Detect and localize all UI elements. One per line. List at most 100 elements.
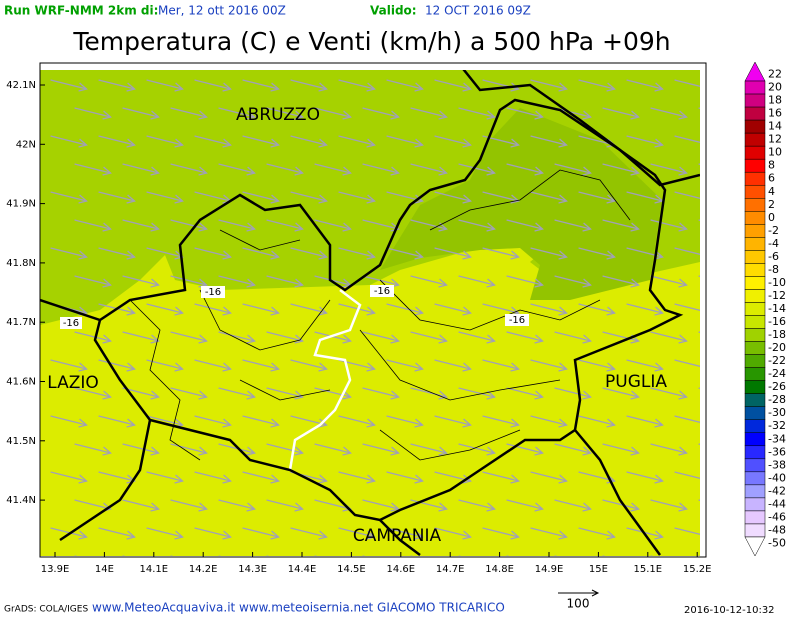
wind-arrow: [674, 191, 700, 200]
wind-arrow: [674, 527, 700, 536]
wind-arrow: [362, 219, 400, 232]
wind-arrow: [98, 415, 136, 428]
wind-arrow: [554, 163, 592, 176]
wind-arrow: [578, 415, 616, 428]
wind-arrow: [290, 247, 328, 260]
wind-arrow: [578, 191, 616, 204]
colorbar-label: -42: [768, 484, 786, 497]
wind-arrow: [266, 331, 304, 344]
wind-arrow: [578, 527, 616, 540]
lat-label: 42.1N: [6, 80, 36, 91]
wind-arrow: [578, 247, 616, 260]
colorbar-label: 8: [768, 159, 775, 172]
colorbar: 2220181614121086420-2-4-6-8-10-12-14-16-…: [744, 61, 786, 557]
wind-arrow: [50, 191, 88, 204]
wind-arrow: [218, 163, 256, 176]
wind-arrow: [458, 219, 496, 232]
wind-arrow: [74, 331, 112, 344]
wind-arrow: [290, 527, 328, 540]
colorbar-cell: [744, 497, 766, 512]
wind-arrow: [386, 359, 424, 372]
colorbar-label: -10: [768, 276, 786, 289]
colorbar-label: 14: [768, 120, 782, 133]
wind-arrow: [650, 331, 688, 344]
wind-arrow: [218, 275, 256, 288]
contour-label: -16: [509, 315, 525, 326]
colorbar-label: -38: [768, 458, 786, 471]
colorbar-cell: [744, 158, 766, 173]
wind-arrow: [242, 415, 280, 428]
wind-arrow: [482, 527, 520, 540]
wind-arrow: [626, 359, 664, 372]
wind-arrow: [170, 387, 208, 400]
wind-arrow: [242, 359, 280, 372]
lon-label: 14.1E: [140, 564, 169, 575]
wind-arrow: [458, 163, 496, 176]
colorbar-label: -16: [768, 315, 786, 328]
wind-arrow: [194, 415, 232, 428]
wind-arrow: [170, 499, 208, 512]
contour-label: -16: [374, 286, 390, 297]
wind-arrow: [386, 471, 424, 484]
wind-arrow: [674, 247, 700, 256]
colorbar-label: -12: [768, 289, 786, 302]
wind-arrow: [698, 163, 700, 166]
wind-arrow: [314, 219, 352, 232]
wind-arrow: [218, 443, 256, 456]
wind-arrow: [386, 303, 424, 316]
colorbar-label: 18: [768, 94, 782, 107]
wind-arrow: [122, 219, 160, 232]
wind-arrow: [50, 79, 88, 92]
colorbar-cell: [744, 80, 766, 95]
wind-arrow: [146, 135, 184, 148]
colorbar-cell: [744, 471, 766, 486]
wind-arrow: [338, 471, 376, 484]
colorbar-cell: [744, 445, 766, 460]
wind-arrow: [410, 331, 448, 344]
wind-arrow: [698, 107, 700, 110]
wind-arrow: [122, 275, 160, 288]
lon-label: 13.9E: [41, 564, 70, 575]
colorbar-cell: [744, 263, 766, 277]
wind-arrow: [698, 443, 700, 446]
lon-label: 14.6E: [387, 564, 416, 575]
wind-arrow: [698, 387, 700, 390]
wind-arrow: [74, 443, 112, 456]
wind-arrow: [674, 79, 700, 88]
valid-date: 12 OCT 2016 09Z: [425, 4, 531, 18]
colorbar-cell: [744, 393, 766, 407]
wind-arrow: [362, 443, 400, 456]
wind-arrow: [554, 387, 592, 400]
wind-arrow: [266, 275, 304, 288]
lon-label: 15.1E: [634, 564, 663, 575]
colorbar-cell: [744, 119, 766, 134]
colorbar-cell: [744, 132, 766, 147]
colorbar-cell: [744, 380, 766, 394]
lat-label: 41.5N: [6, 436, 36, 447]
colorbar-cell: [744, 302, 766, 316]
colorbar-label: -34: [768, 432, 786, 445]
colorbar-label: 10: [768, 146, 782, 159]
wind-arrow: [482, 247, 520, 260]
colorbar-label: -6: [768, 250, 779, 263]
wind-arrow: [434, 415, 472, 428]
wind-arrow: [362, 331, 400, 344]
lon-label: 15.2E: [683, 564, 712, 575]
wind-arrow: [74, 219, 112, 232]
scale-arrowhead: [591, 589, 600, 597]
wind-arrow: [482, 471, 520, 484]
wind-arrow: [338, 191, 376, 204]
wind-arrow: [650, 499, 688, 512]
colorbar-label: 0: [768, 211, 775, 224]
wind-arrow: [146, 471, 184, 484]
wind-arrow: [506, 107, 544, 120]
wind-arrow: [410, 163, 448, 176]
wind-arrow: [146, 303, 184, 316]
wind-arrow: [626, 415, 664, 428]
wind-arrow: [626, 79, 664, 92]
wind-arrow: [650, 219, 688, 232]
region-label: ABRUZZO: [236, 105, 320, 125]
wind-arrow: [602, 387, 640, 400]
wind-arrow: [194, 471, 232, 484]
wind-arrow: [650, 107, 688, 120]
